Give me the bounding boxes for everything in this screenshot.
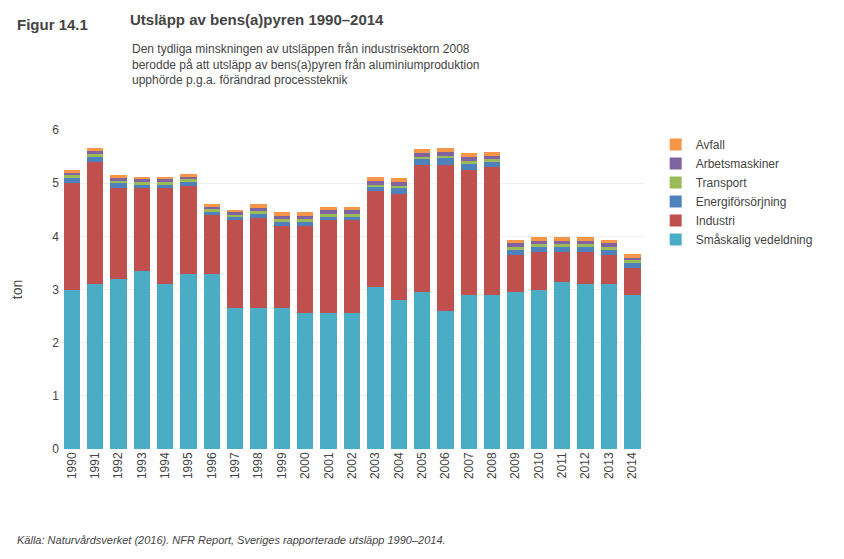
svg-text:1990: 1990: [65, 452, 79, 479]
svg-text:2014: 2014: [625, 452, 639, 479]
svg-text:2004: 2004: [392, 452, 406, 479]
svg-text:Transport: Transport: [696, 176, 748, 190]
svg-text:2010: 2010: [532, 452, 546, 479]
svg-text:Avfall: Avfall: [696, 138, 725, 152]
svg-text:1993: 1993: [135, 452, 149, 479]
svg-text:Utsläpp av bens(a)pyren 1990–2: Utsläpp av bens(a)pyren 1990–2014: [130, 11, 384, 28]
svg-text:4: 4: [52, 230, 59, 244]
svg-text:2002: 2002: [345, 452, 359, 479]
svg-text:2012: 2012: [579, 452, 593, 479]
svg-text:1996: 1996: [205, 452, 219, 479]
svg-text:0: 0: [52, 442, 59, 456]
svg-text:1997: 1997: [228, 452, 242, 479]
svg-text:2000: 2000: [298, 452, 312, 479]
svg-text:1: 1: [52, 389, 59, 403]
svg-text:1991: 1991: [88, 452, 102, 479]
svg-text:Källa: Naturvårdsverket (2016): Källa: Naturvårdsverket (2016). NFR Repo…: [17, 534, 446, 546]
svg-text:Industri: Industri: [696, 214, 735, 228]
svg-text:2006: 2006: [438, 452, 452, 479]
svg-text:2008: 2008: [485, 452, 499, 479]
svg-text:1992: 1992: [111, 452, 125, 479]
svg-text:Småskalig vedeldning: Småskalig vedeldning: [696, 233, 813, 247]
svg-text:3: 3: [52, 283, 59, 297]
svg-text:2005: 2005: [415, 452, 429, 479]
svg-text:1994: 1994: [158, 452, 172, 479]
svg-text:6: 6: [52, 123, 59, 137]
svg-text:2001: 2001: [322, 452, 336, 479]
svg-text:Energiförsörjning: Energiförsörjning: [696, 195, 787, 209]
svg-text:1995: 1995: [181, 452, 195, 479]
svg-text:2009: 2009: [508, 452, 522, 479]
svg-text:ton: ton: [9, 280, 25, 299]
svg-text:1999: 1999: [275, 452, 289, 479]
svg-text:Figur 14.1: Figur 14.1: [17, 16, 88, 33]
svg-text:2013: 2013: [602, 452, 616, 479]
svg-text:2007: 2007: [462, 452, 476, 479]
svg-text:Den tydliga minskningen av uts: Den tydliga minskningen av utsläppen frå…: [132, 42, 480, 87]
svg-text:5: 5: [52, 176, 59, 190]
svg-text:1998: 1998: [251, 452, 265, 479]
svg-text:2003: 2003: [368, 452, 382, 479]
svg-text:2: 2: [52, 336, 59, 350]
svg-text:Arbetsmaskiner: Arbetsmaskiner: [696, 157, 779, 171]
svg-text:2011: 2011: [555, 452, 569, 478]
